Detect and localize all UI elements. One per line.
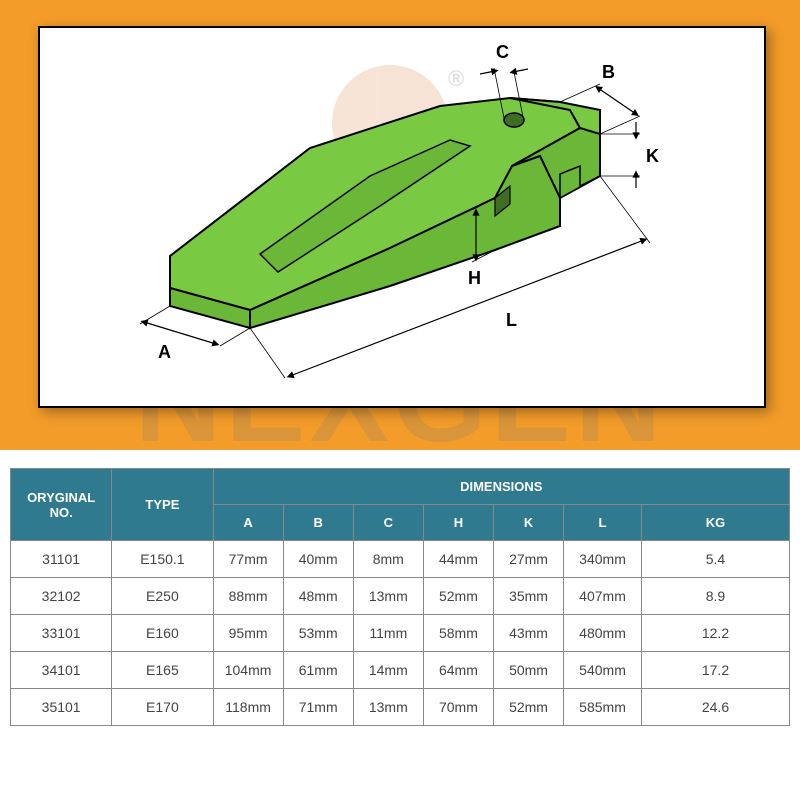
cell-H: 58mm: [423, 615, 493, 652]
cell-K: 43mm: [493, 615, 563, 652]
cell-H: 52mm: [423, 578, 493, 615]
cell-A: 104mm: [213, 652, 283, 689]
th-KG: KG: [641, 505, 789, 541]
dim-label-H: H: [468, 268, 481, 288]
cell-K: 52mm: [493, 689, 563, 726]
table-body: 31101 E150.1 77mm 40mm 8mm 44mm 27mm 340…: [11, 541, 790, 726]
cell-C: 8mm: [353, 541, 423, 578]
dim-label-A: A: [158, 342, 171, 362]
cell-orig-no: 31101: [11, 541, 112, 578]
table-header-row-1: ORYGINAL NO. TYPE DIMENSIONS: [11, 469, 790, 505]
cell-C: 13mm: [353, 689, 423, 726]
page: NEXGEN ®: [0, 0, 800, 800]
cell-C: 14mm: [353, 652, 423, 689]
cell-B: 71mm: [283, 689, 353, 726]
th-H: H: [423, 505, 493, 541]
cell-L: 407mm: [564, 578, 642, 615]
tooth-diagram-svg: ®: [40, 28, 764, 406]
cell-K: 27mm: [493, 541, 563, 578]
th-L: L: [564, 505, 642, 541]
cell-C: 11mm: [353, 615, 423, 652]
cell-KG: 8.9: [641, 578, 789, 615]
th-type: TYPE: [112, 469, 213, 541]
dimension-K: K: [600, 122, 659, 188]
dim-label-L: L: [506, 310, 517, 330]
cell-A: 118mm: [213, 689, 283, 726]
dim-label-B: B: [602, 62, 615, 82]
cell-H: 44mm: [423, 541, 493, 578]
cell-H: 64mm: [423, 652, 493, 689]
dimensions-table-wrap: ORYGINAL NO. TYPE DIMENSIONS A B C H K L…: [10, 468, 790, 726]
cell-A: 77mm: [213, 541, 283, 578]
cell-L: 540mm: [564, 652, 642, 689]
cell-orig-no: 32102: [11, 578, 112, 615]
th-A: A: [213, 505, 283, 541]
cell-KG: 5.4: [641, 541, 789, 578]
cell-KG: 17.2: [641, 652, 789, 689]
cell-L: 585mm: [564, 689, 642, 726]
cell-B: 48mm: [283, 578, 353, 615]
cell-A: 88mm: [213, 578, 283, 615]
th-dimensions: DIMENSIONS: [213, 469, 789, 505]
cell-type: E160: [112, 615, 213, 652]
cell-H: 70mm: [423, 689, 493, 726]
dimensions-table: ORYGINAL NO. TYPE DIMENSIONS A B C H K L…: [10, 468, 790, 726]
table-row: 35101 E170 118mm 71mm 13mm 70mm 52mm 585…: [11, 689, 790, 726]
cell-B: 53mm: [283, 615, 353, 652]
cell-A: 95mm: [213, 615, 283, 652]
dim-label-K: K: [646, 146, 659, 166]
table-row: 32102 E250 88mm 48mm 13mm 52mm 35mm 407m…: [11, 578, 790, 615]
cell-type: E170: [112, 689, 213, 726]
cell-KG: 24.6: [641, 689, 789, 726]
th-C: C: [353, 505, 423, 541]
svg-text:®: ®: [448, 66, 464, 91]
cell-L: 340mm: [564, 541, 642, 578]
cell-K: 50mm: [493, 652, 563, 689]
cell-type: E165: [112, 652, 213, 689]
cell-L: 480mm: [564, 615, 642, 652]
diagram-panel: ®: [38, 26, 766, 408]
tooth-shape: [170, 98, 600, 328]
table-row: 33101 E160 95mm 53mm 11mm 58mm 43mm 480m…: [11, 615, 790, 652]
cell-orig-no: 35101: [11, 689, 112, 726]
cell-type: E250: [112, 578, 213, 615]
table-row: 34101 E165 104mm 61mm 14mm 64mm 50mm 540…: [11, 652, 790, 689]
th-K: K: [493, 505, 563, 541]
cell-KG: 12.2: [641, 615, 789, 652]
pin-hole: [504, 113, 524, 127]
th-orig-no: ORYGINAL NO.: [11, 469, 112, 541]
cell-K: 35mm: [493, 578, 563, 615]
dim-label-C: C: [496, 42, 509, 62]
cell-C: 13mm: [353, 578, 423, 615]
cell-B: 61mm: [283, 652, 353, 689]
cell-type: E150.1: [112, 541, 213, 578]
cell-orig-no: 33101: [11, 615, 112, 652]
table-row: 31101 E150.1 77mm 40mm 8mm 44mm 27mm 340…: [11, 541, 790, 578]
cell-B: 40mm: [283, 541, 353, 578]
th-B: B: [283, 505, 353, 541]
cell-orig-no: 34101: [11, 652, 112, 689]
